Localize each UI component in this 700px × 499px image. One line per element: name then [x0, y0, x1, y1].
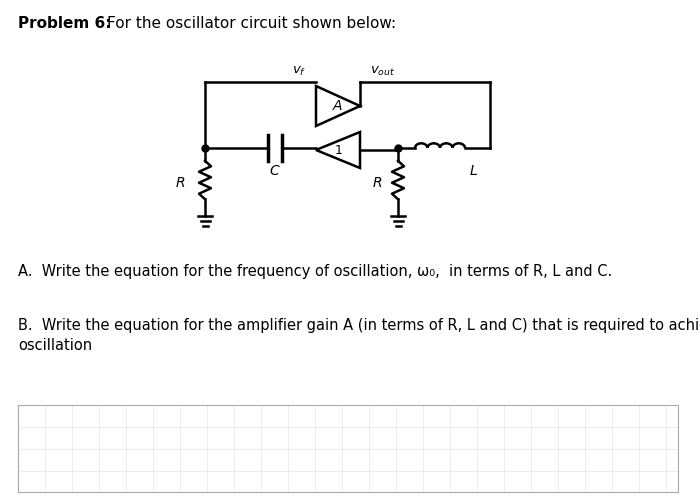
- Text: $R$: $R$: [175, 176, 185, 190]
- Text: $L$: $L$: [469, 164, 478, 178]
- Text: $A$: $A$: [332, 99, 344, 113]
- Text: Problem 6:: Problem 6:: [18, 16, 111, 31]
- Text: $R$: $R$: [372, 176, 382, 190]
- Text: oscillation: oscillation: [18, 338, 92, 353]
- Text: $1$: $1$: [334, 144, 342, 157]
- Text: $C$: $C$: [270, 164, 281, 178]
- Text: B.  Write the equation for the amplifier gain A (in terms of R, L and C) that is: B. Write the equation for the amplifier …: [18, 318, 700, 333]
- Text: $v_f$: $v_f$: [292, 65, 306, 78]
- Text: $v_{out}$: $v_{out}$: [370, 65, 395, 78]
- Text: For the oscillator circuit shown below:: For the oscillator circuit shown below:: [107, 16, 396, 31]
- Text: A.  Write the equation for the frequency of oscillation, ω₀,  in terms of R, L a: A. Write the equation for the frequency …: [18, 264, 612, 279]
